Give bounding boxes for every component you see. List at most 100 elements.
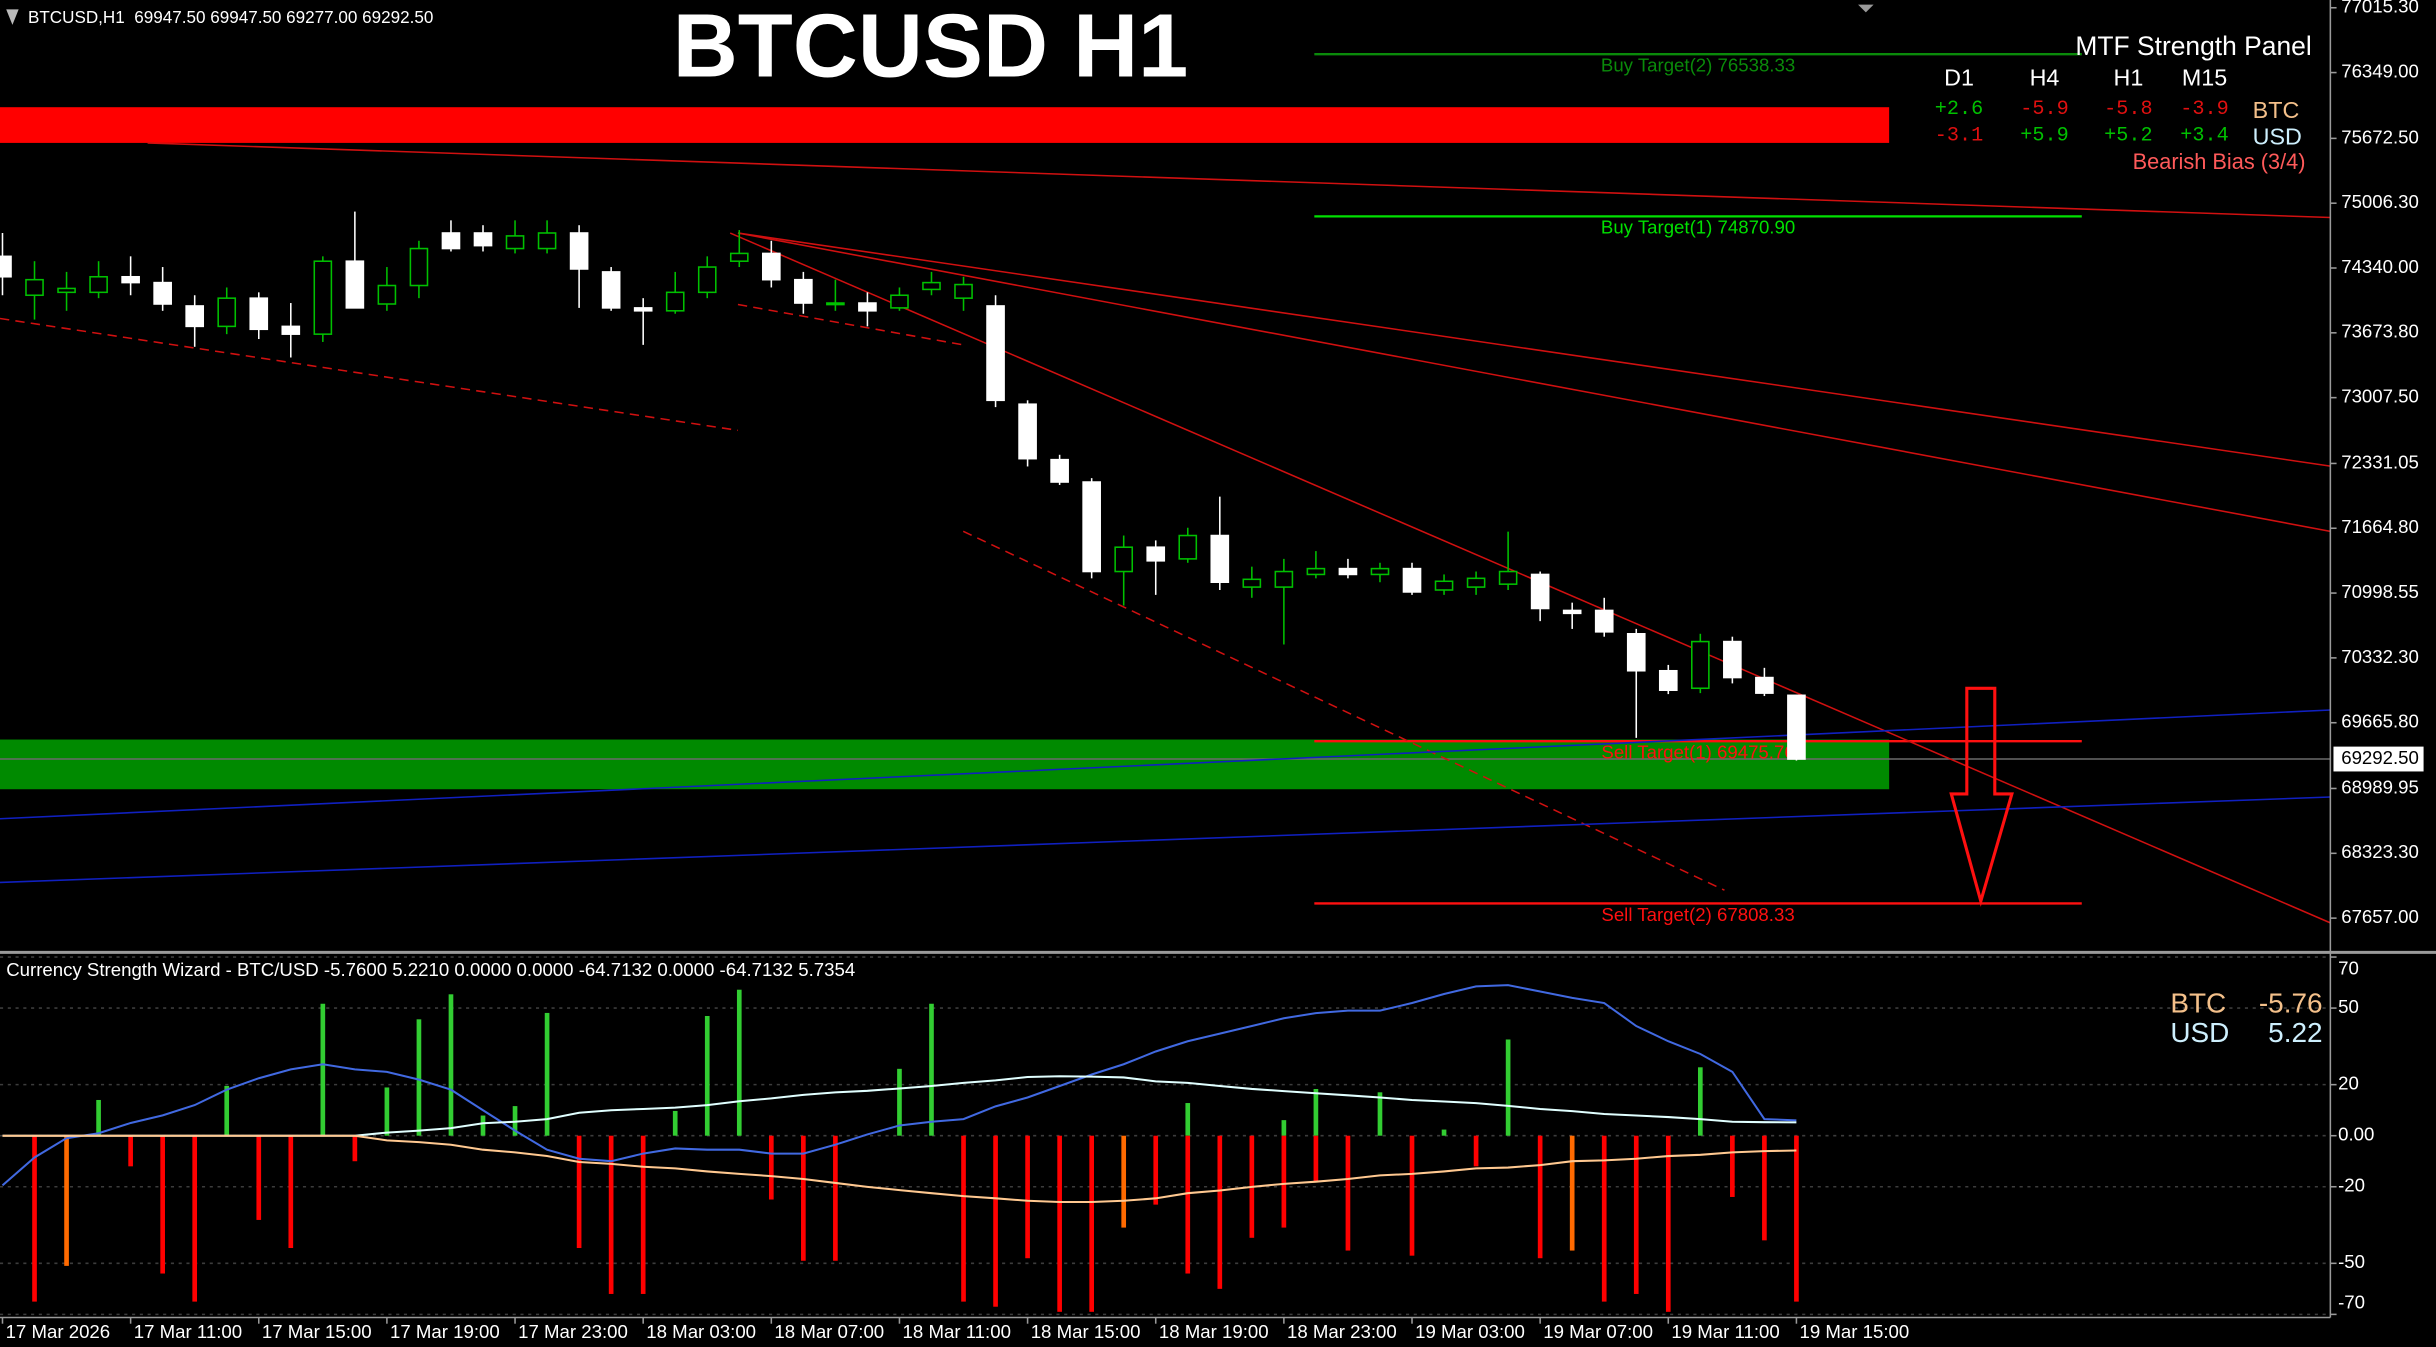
candle-body	[537, 232, 557, 250]
candle-body	[1498, 570, 1518, 585]
trend-line	[737, 232, 2331, 467]
candle-body	[409, 247, 429, 287]
x-tick-label: 19 Mar 07:00	[1543, 1321, 1653, 1342]
strength-bar	[1313, 1088, 1319, 1136]
x-tick-label: 19 Mar 15:00	[1800, 1321, 1910, 1342]
candle-body	[986, 305, 1005, 402]
strength-bar	[768, 1135, 774, 1200]
readout-name: USD	[2170, 1017, 2229, 1048]
candle-body	[1594, 609, 1614, 633]
candle-body	[505, 235, 525, 250]
candle-body	[377, 284, 397, 305]
bias-label: Bearish Bias (3/4)	[2133, 149, 2306, 174]
strength-bar	[448, 994, 454, 1136]
y-tick-label: 72331.05	[2341, 451, 2419, 472]
candle-body	[217, 297, 237, 328]
candle-body	[1787, 694, 1806, 760]
candle-body	[1210, 534, 1230, 584]
candle-body	[1530, 573, 1550, 610]
strength-bar	[1601, 1135, 1607, 1302]
y-tick-label: 73673.80	[2341, 321, 2419, 342]
candle-body	[794, 278, 813, 304]
strength-bar	[1025, 1135, 1030, 1259]
candle-body	[1082, 481, 1101, 573]
candle-body	[1658, 669, 1678, 691]
candle-body	[665, 291, 685, 312]
candle-body	[826, 302, 845, 306]
strength-bar	[1121, 1135, 1127, 1228]
indicator-title: Currency Strength Wizard - BTC/USD -5.76…	[6, 959, 855, 980]
strength-bar	[640, 1135, 646, 1294]
candle-body	[729, 252, 749, 262]
readout-name: BTC	[2170, 988, 2226, 1019]
chart-title: BTCUSD H1	[673, 0, 1189, 97]
strength-bar	[384, 1087, 390, 1136]
candle-body	[1691, 640, 1710, 690]
y-tick-label: 70	[2338, 957, 2359, 978]
candle-body	[0, 255, 12, 278]
y-tick-label: 20	[2338, 1073, 2359, 1094]
y-tick-label: 71664.80	[2341, 516, 2419, 537]
x-tick-label: 17 Mar 23:00	[518, 1321, 628, 1342]
strength-bar	[1697, 1067, 1703, 1136]
panel-cell: +2.6	[1935, 98, 1983, 121]
candle-body	[89, 275, 108, 294]
candle-body	[1018, 403, 1037, 460]
y-tick-label: 70332.30	[2341, 646, 2419, 667]
y-tick-label: 0.00	[2338, 1124, 2374, 1145]
x-tick-label: 19 Mar 11:00	[1671, 1321, 1779, 1342]
strength-bar	[1153, 1135, 1159, 1205]
y-tick-label: 68989.95	[2341, 776, 2419, 797]
candle-body	[1434, 580, 1454, 591]
panel-cell: -3.9	[2180, 98, 2228, 121]
strength-bar	[608, 1135, 614, 1294]
strength-bar	[64, 1135, 69, 1266]
strength-bar	[1057, 1135, 1062, 1312]
candle-body	[1723, 640, 1742, 679]
candle-body	[1755, 676, 1774, 694]
strength-bar	[1633, 1135, 1639, 1294]
candle-body	[441, 232, 461, 250]
strength-bar	[1281, 1120, 1287, 1136]
candle-body	[313, 260, 333, 335]
price-tag-label: 69292.50	[2341, 747, 2419, 768]
panel-row-name: BTC	[2253, 97, 2300, 123]
target-label: Sell Target(1) 69475.76	[1601, 742, 1794, 763]
strength-bar	[1505, 1039, 1511, 1136]
strength-bar	[160, 1135, 165, 1274]
candle-body	[1626, 633, 1646, 672]
x-tick-label: 17 Mar 19:00	[390, 1321, 500, 1342]
strength-bar	[32, 1135, 37, 1302]
strength-bar	[544, 1012, 550, 1136]
price-tag	[2333, 746, 2424, 772]
zone	[0, 107, 1890, 143]
strength-bar	[1409, 1135, 1415, 1256]
x-tick-label: 18 Mar 03:00	[646, 1321, 756, 1342]
x-tick-label: 18 Mar 11:00	[903, 1321, 1011, 1342]
strength-bar	[897, 1068, 902, 1136]
strength-bar	[1217, 1135, 1223, 1289]
strength-bar	[1730, 1135, 1735, 1197]
candle-body	[1370, 567, 1390, 576]
candle-body	[153, 281, 172, 305]
strength-bar	[128, 1135, 133, 1167]
candle-body	[57, 287, 76, 294]
candle-body	[1402, 567, 1422, 593]
x-tick-label: 17 Mar 11:00	[134, 1321, 242, 1342]
strength-bar	[224, 1085, 230, 1136]
strength-bar	[1794, 1135, 1799, 1302]
strength-line	[2, 1134, 1797, 1204]
strength-bar	[96, 1099, 101, 1136]
channel-line	[0, 796, 2331, 884]
y-tick-label: 70998.55	[2341, 581, 2419, 602]
x-tick-label: 18 Mar 19:00	[1159, 1321, 1269, 1342]
strength-bar	[672, 1110, 678, 1136]
strength-bar	[1185, 1135, 1191, 1274]
candle-body	[858, 302, 877, 312]
y-tick-label: 73007.50	[2341, 386, 2419, 407]
candle-body	[345, 260, 365, 309]
y-tick-label: 76349.00	[2341, 60, 2419, 81]
x-tick-label: 19 Mar 03:00	[1415, 1321, 1525, 1342]
